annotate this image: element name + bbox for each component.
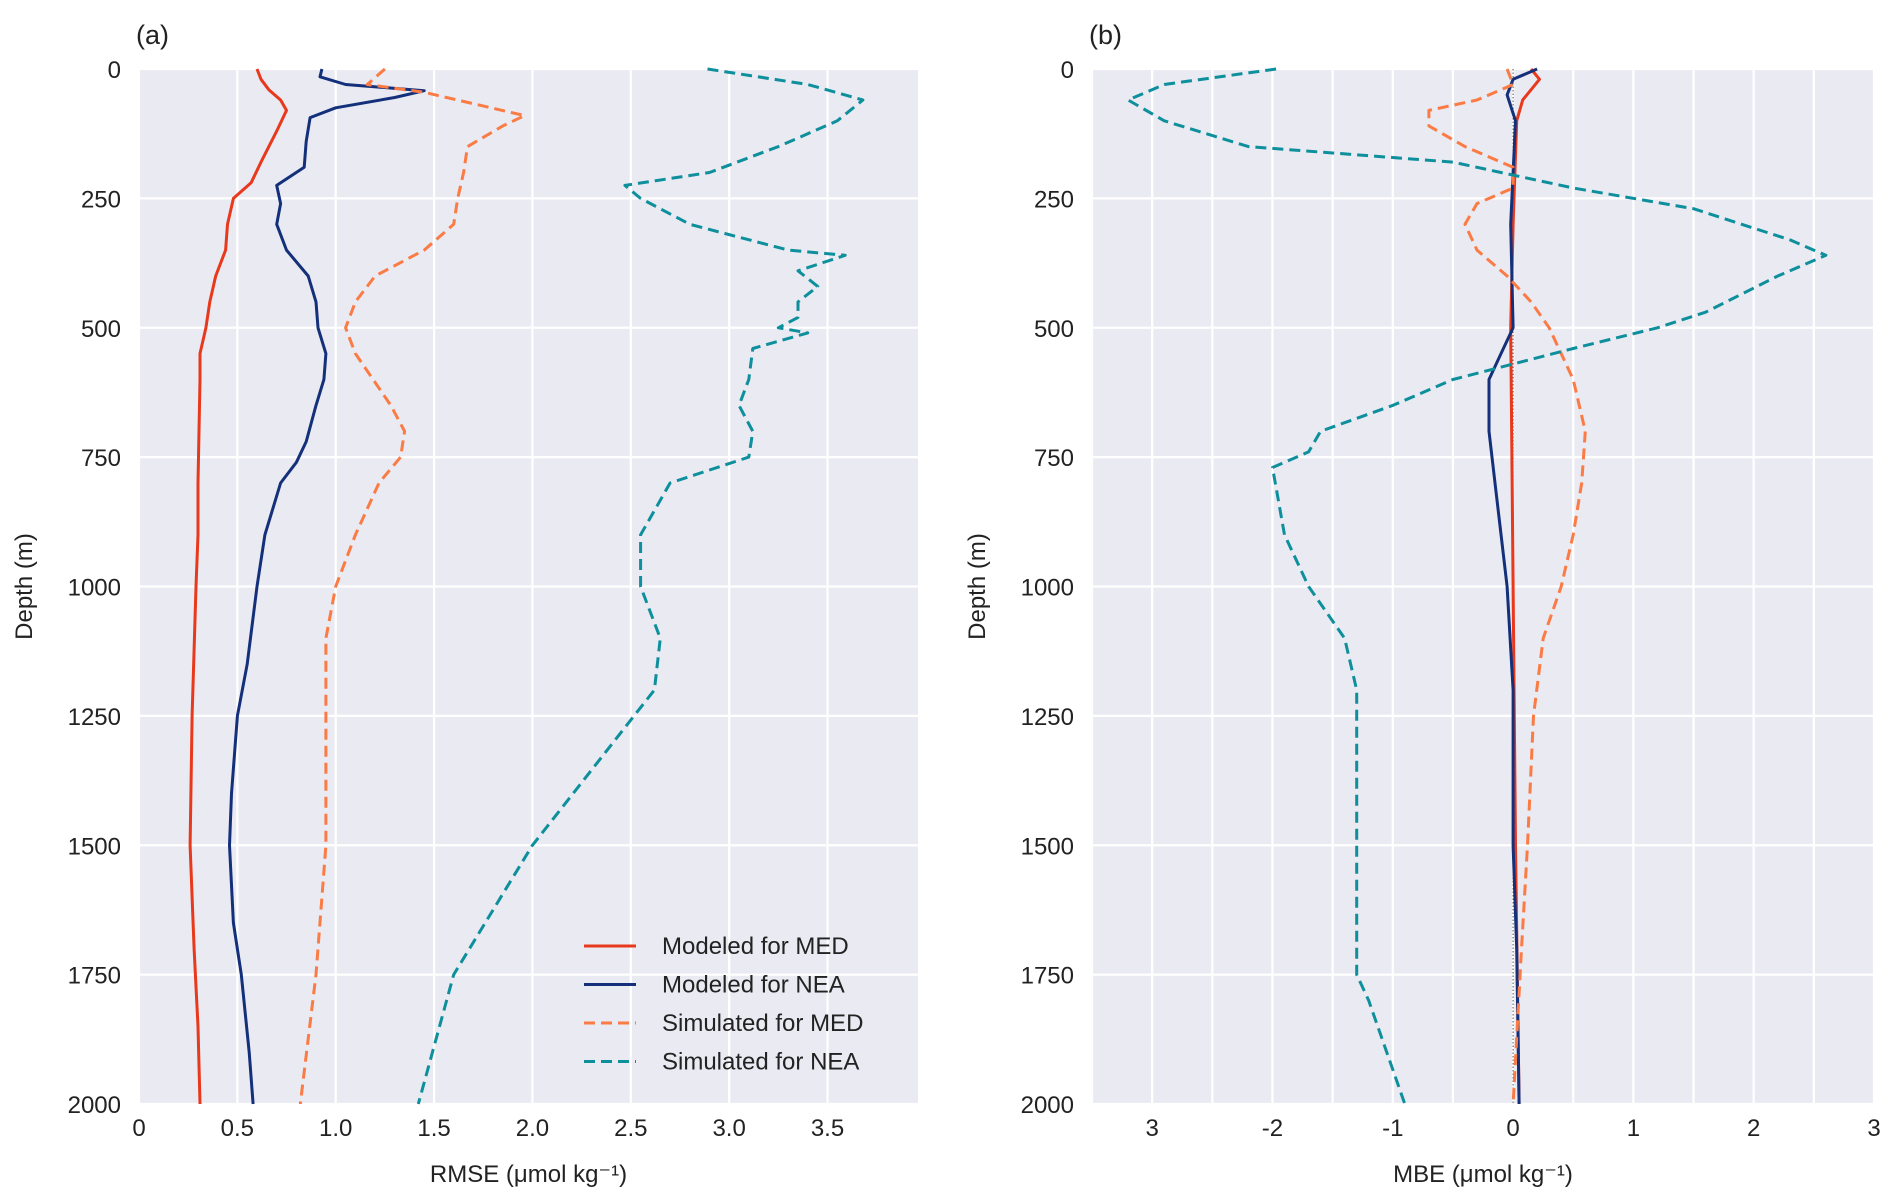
y-tick-label: 1000 xyxy=(68,575,121,602)
x-tick-label: 0 xyxy=(1506,1115,1519,1142)
y-tick-label: 250 xyxy=(81,186,121,213)
legend-label: Modeled for NEA xyxy=(662,972,845,999)
y-tick-label: 1750 xyxy=(68,963,121,990)
y-tick-label: 1000 xyxy=(1021,575,1074,602)
y-tick-label: 1250 xyxy=(68,704,121,731)
y-tick-label: 0 xyxy=(1061,57,1074,84)
x-tick-label: 0.5 xyxy=(221,1115,254,1142)
y-tick-label: 250 xyxy=(1034,186,1074,213)
series-line-modeled-for-nea xyxy=(228,68,426,1105)
legend-label: Simulated for NEA xyxy=(662,1049,859,1076)
x-axis-label-a: RMSE (μmol kg⁻¹) xyxy=(430,1161,627,1188)
legend-label: Modeled for MED xyxy=(662,933,849,960)
x-tick-label: -1 xyxy=(1382,1115,1403,1142)
y-tick-label: 750 xyxy=(81,445,121,472)
y-tick-label: 1500 xyxy=(68,833,121,860)
x-tick-label: 1.0 xyxy=(319,1115,352,1142)
legend-label: Simulated for MED xyxy=(662,1010,863,1037)
x-tick-label: 0 xyxy=(132,1115,145,1142)
x-tick-label: 2.0 xyxy=(516,1115,549,1142)
x-tick-label: 2 xyxy=(1747,1115,1760,1142)
series-line-modeled-for-nea xyxy=(1487,67,1538,1105)
y-tick-label: 2000 xyxy=(68,1092,121,1119)
panel-label-a: (a) xyxy=(136,20,169,50)
series-line-simulated-for-med xyxy=(298,67,527,1105)
x-axis-label-b: MBE (μmol kg⁻¹) xyxy=(1393,1161,1573,1188)
y-tick-label: 1500 xyxy=(1021,833,1074,860)
x-tick-label: 3.5 xyxy=(811,1115,844,1142)
series-line-modeled-for-med xyxy=(188,68,288,1105)
x-tick-label: 2.5 xyxy=(614,1115,647,1142)
x-tick-label: 1 xyxy=(1627,1115,1640,1142)
series-line-simulated-for-nea xyxy=(1126,67,1828,1105)
x-tick-label: -2 xyxy=(1262,1115,1283,1142)
series-line-simulated-for-nea xyxy=(416,67,865,1105)
y-tick-label: 1750 xyxy=(1021,963,1074,990)
y-tick-label: 1250 xyxy=(1021,704,1074,731)
y-tick-label: 500 xyxy=(1034,316,1074,343)
x-tick-label: 3 xyxy=(1145,1115,1158,1142)
x-tick-label: 1.5 xyxy=(417,1115,450,1142)
x-tick-label: 3.0 xyxy=(712,1115,745,1142)
y-axis-label-a: Depth (m) xyxy=(11,533,38,640)
y-axis-label-b: Depth (m) xyxy=(964,533,991,640)
series-line-simulated-for-med xyxy=(1427,68,1587,1105)
y-tick-label: 500 xyxy=(81,316,121,343)
y-tick-label: 750 xyxy=(1034,445,1074,472)
y-tick-label: 2000 xyxy=(1021,1092,1074,1119)
legend: Modeled for MED Modeled for NEA Simulated … xyxy=(584,933,863,1076)
x-tick-label: 3 xyxy=(1867,1115,1880,1142)
panel-label-b: (b) xyxy=(1089,20,1122,50)
panel-a-rmse: 0 250 500 750 1000 1250 1500 1750 2000 0 0.5 1.0 1.5… xyxy=(11,20,918,1188)
y-tick-label: 0 xyxy=(108,57,121,84)
